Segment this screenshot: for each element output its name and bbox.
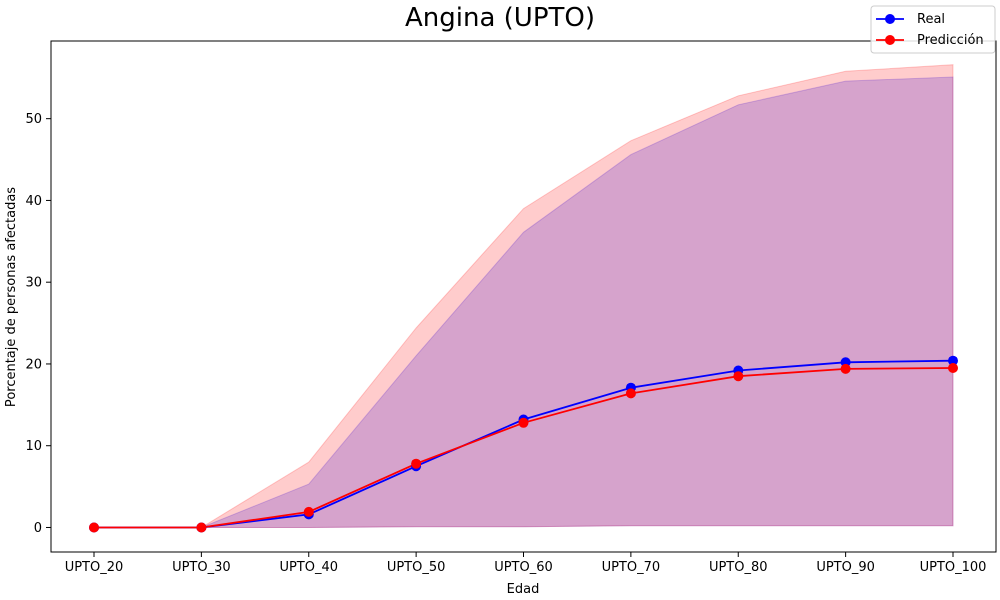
band-real xyxy=(94,76,954,528)
y-tick-label: 20 xyxy=(25,357,42,372)
point-real xyxy=(948,355,958,366)
x-tick-label: UPTO_30 xyxy=(172,560,231,575)
confidence-bands xyxy=(94,64,954,528)
y-tick-label: 10 xyxy=(25,439,42,454)
point-prediccion xyxy=(411,458,422,469)
band-prediccion xyxy=(94,64,954,528)
legend-label-prediccion: Predicción xyxy=(917,33,984,48)
point-prediccion xyxy=(625,388,636,399)
x-tick-label: UPTO_40 xyxy=(279,560,338,575)
legend-box xyxy=(870,5,996,54)
x-axis-label: Edad xyxy=(507,582,540,597)
chart-title: Angina (UPTO) xyxy=(405,3,595,33)
x-axis-ticks: UPTO_20 UPTO_30 UPTO_40 UPTO_50 UPTO_60 UPTO_… xyxy=(65,552,987,575)
y-tick-label: 30 xyxy=(25,276,42,291)
x-tick-label: UPTO_80 xyxy=(709,560,768,575)
legend-marker-prediccion xyxy=(885,35,895,45)
x-tick-label: UPTO_50 xyxy=(387,560,446,575)
y-axis-label: Porcentaje de personas afectadas xyxy=(4,187,19,407)
legend-marker-real xyxy=(885,14,895,24)
legend-label-real: Real xyxy=(917,12,945,27)
x-tick-label: UPTO_20 xyxy=(65,560,124,575)
y-tick-label: 40 xyxy=(25,194,42,209)
y-tick-label: 50 xyxy=(25,112,42,127)
point-prediccion xyxy=(196,522,207,533)
y-axis-ticks: 0 10 20 30 40 50 xyxy=(25,112,51,536)
x-tick-label: UPTO_60 xyxy=(494,560,553,575)
y-tick-label: 0 xyxy=(34,521,42,536)
point-prediccion xyxy=(89,522,99,533)
x-tick-label: UPTO_100 xyxy=(920,560,987,575)
legend: Real Predicción xyxy=(870,5,996,54)
point-prediccion xyxy=(948,363,958,373)
point-prediccion xyxy=(840,363,851,374)
point-prediccion xyxy=(303,506,314,517)
point-prediccion xyxy=(518,417,529,428)
x-tick-label: UPTO_90 xyxy=(816,560,875,575)
series-points xyxy=(89,355,958,533)
point-prediccion xyxy=(733,371,744,382)
x-tick-label: UPTO_70 xyxy=(602,560,661,575)
